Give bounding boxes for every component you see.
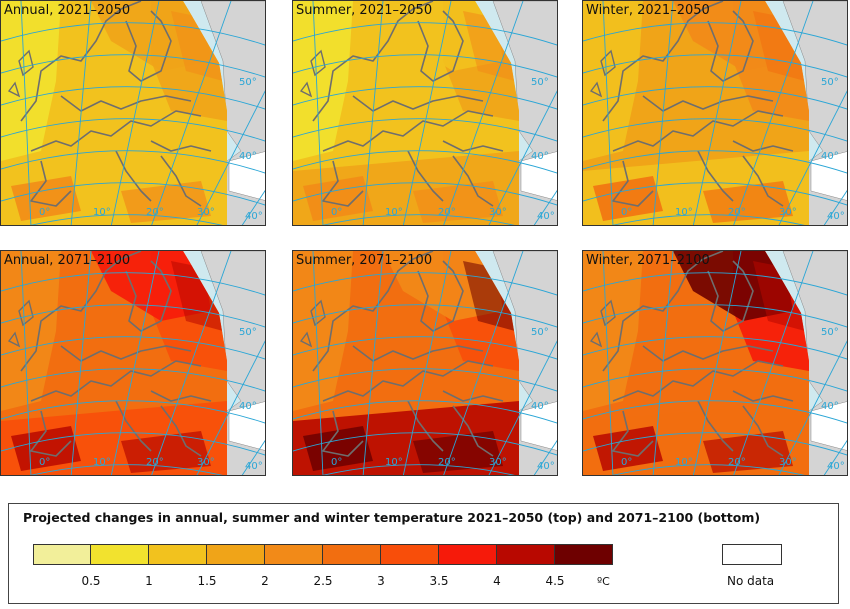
graticule-label: 10° — [675, 207, 693, 218]
graticule-label: 40° — [537, 211, 555, 222]
europe-map: 0° 10° 20° 30° 40° 50° 40° — [1, 251, 265, 475]
legend-tick-label: 3 — [377, 574, 385, 588]
legend-tick-label: 2.5 — [313, 574, 333, 588]
legend-tick-label: 4.5 — [545, 574, 565, 588]
graticule-label: 30° — [197, 207, 215, 218]
map-panel-s1: 0° 10° 20° 30° 40° 50° 40° Summer, 2021–2050 — [292, 0, 558, 226]
panel-title: Annual, 2071–2100 — [4, 253, 131, 268]
graticule-label: 20° — [438, 457, 456, 468]
panel-title: Summer, 2021–2050 — [296, 3, 433, 18]
graticule-label: 50° — [239, 327, 257, 338]
legend-swatch-1 — [33, 544, 91, 565]
graticule-label: 40° — [239, 151, 257, 162]
map-panel-a1: 0° 10° 20° 30° 40° 50° 40° Annual, 2021–2050 — [0, 0, 266, 226]
graticule-label: 0° — [39, 207, 50, 218]
legend-swatch-10 — [555, 544, 613, 565]
graticule-label: 40° — [239, 401, 257, 412]
graticule-label: 10° — [93, 457, 111, 468]
legend-title: Projected changes in annual, summer and … — [23, 510, 761, 525]
panel-title: Winter, 2021–2050 — [586, 3, 710, 18]
graticule-label: 40° — [531, 151, 549, 162]
graticule-label: 0° — [331, 207, 342, 218]
graticule-label: 30° — [779, 207, 797, 218]
legend-tick-label: 3.5 — [429, 574, 449, 588]
graticule-label: 30° — [779, 457, 797, 468]
legend-tick-label: 0.5 — [81, 574, 101, 588]
graticule-label: 0° — [39, 457, 50, 468]
legend-tick-label: 4 — [493, 574, 501, 588]
graticule-label: 30° — [197, 457, 215, 468]
map-panel-a2: 0° 10° 20° 30° 40° 50° 40° Annual, 2071–2100 — [0, 250, 266, 476]
graticule-label: 20° — [146, 457, 164, 468]
legend-swatch-8 — [439, 544, 497, 565]
europe-map: 0° 10° 20° 30° 40° 50° 40° — [293, 1, 557, 225]
legend-swatch-6 — [323, 544, 381, 565]
legend-tick-label: 1.5 — [197, 574, 217, 588]
no-data-label: No data — [727, 574, 775, 588]
legend-swatch-4 — [207, 544, 265, 565]
graticule-label: 10° — [675, 457, 693, 468]
graticule-label: 10° — [385, 457, 403, 468]
map-panel-w2: 0° 10° 20° 30° 40° 50° 40° Winter, 2071–2100 — [582, 250, 848, 476]
graticule-label: 40° — [827, 211, 845, 222]
legend-swatch-7 — [381, 544, 439, 565]
graticule-label: 20° — [438, 207, 456, 218]
europe-map: 0° 10° 20° 30° 40° 50° 40° — [293, 251, 557, 475]
legend-tick-label: 2 — [261, 574, 269, 588]
panel-title: Annual, 2021–2050 — [4, 3, 131, 18]
graticule-label: 50° — [821, 77, 839, 88]
graticule-label: 20° — [728, 457, 746, 468]
graticule-label: 40° — [531, 401, 549, 412]
map-panel-w1: 0° 10° 20° 30° 40° 50° 40° Winter, 2021–2050 — [582, 0, 848, 226]
graticule-label: 40° — [827, 461, 845, 472]
graticule-label: 40° — [821, 151, 839, 162]
graticule-label: 20° — [146, 207, 164, 218]
graticule-label: 0° — [621, 207, 632, 218]
graticule-label: 50° — [821, 327, 839, 338]
graticule-label: 10° — [93, 207, 111, 218]
legend-swatch-9 — [497, 544, 555, 565]
legend-tick-label: 1 — [145, 574, 153, 588]
graticule-label: 40° — [537, 461, 555, 472]
graticule-label: 10° — [385, 207, 403, 218]
no-data-swatch — [722, 544, 782, 565]
graticule-label: 40° — [821, 401, 839, 412]
legend-swatch-2 — [91, 544, 149, 565]
graticule-label: 50° — [239, 77, 257, 88]
graticule-label: 50° — [531, 77, 549, 88]
graticule-label: 30° — [489, 457, 507, 468]
europe-map: 0° 10° 20° 30° 40° 50° 40° — [583, 251, 847, 475]
graticule-label: 50° — [531, 327, 549, 338]
graticule-label: 0° — [621, 457, 632, 468]
panel-title: Summer, 2071–2100 — [296, 253, 433, 268]
legend: Projected changes in annual, summer and … — [8, 503, 839, 604]
graticule-label: 40° — [245, 461, 263, 472]
europe-map: 0° 10° 20° 30° 40° 50° 40° — [1, 1, 265, 225]
graticule-label: 0° — [331, 457, 342, 468]
graticule-label: 40° — [245, 211, 263, 222]
panel-title: Winter, 2071–2100 — [586, 253, 710, 268]
graticule-label: 20° — [728, 207, 746, 218]
legend-swatch-5 — [265, 544, 323, 565]
map-panel-s2: 0° 10° 20° 30° 40° 50° 40° Summer, 2071–2100 — [292, 250, 558, 476]
legend-unit-label: ºC — [597, 575, 610, 588]
legend-swatch-3 — [149, 544, 207, 565]
europe-map: 0° 10° 20° 30° 40° 50° 40° — [583, 1, 847, 225]
graticule-label: 30° — [489, 207, 507, 218]
